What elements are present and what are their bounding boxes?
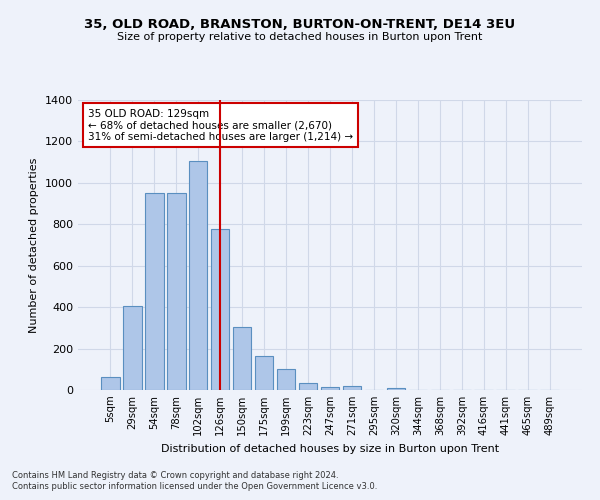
Bar — [255, 356, 274, 390]
Text: Contains HM Land Registry data © Crown copyright and database right 2024.: Contains HM Land Registry data © Crown c… — [12, 470, 338, 480]
Bar — [189, 161, 208, 390]
Bar — [145, 193, 164, 390]
Bar — [277, 370, 295, 390]
Bar — [123, 306, 142, 390]
Bar — [320, 387, 340, 390]
Bar — [211, 230, 229, 390]
Bar — [386, 388, 405, 390]
Bar — [167, 193, 185, 390]
Bar — [299, 383, 317, 390]
Bar — [343, 386, 361, 390]
Text: Size of property relative to detached houses in Burton upon Trent: Size of property relative to detached ho… — [118, 32, 482, 42]
Text: 35, OLD ROAD, BRANSTON, BURTON-ON-TRENT, DE14 3EU: 35, OLD ROAD, BRANSTON, BURTON-ON-TRENT,… — [85, 18, 515, 30]
Bar — [101, 376, 119, 390]
X-axis label: Distribution of detached houses by size in Burton upon Trent: Distribution of detached houses by size … — [161, 444, 499, 454]
Text: 35 OLD ROAD: 129sqm
← 68% of detached houses are smaller (2,670)
31% of semi-det: 35 OLD ROAD: 129sqm ← 68% of detached ho… — [88, 108, 353, 142]
Bar — [233, 327, 251, 390]
Y-axis label: Number of detached properties: Number of detached properties — [29, 158, 40, 332]
Text: Contains public sector information licensed under the Open Government Licence v3: Contains public sector information licen… — [12, 482, 377, 491]
